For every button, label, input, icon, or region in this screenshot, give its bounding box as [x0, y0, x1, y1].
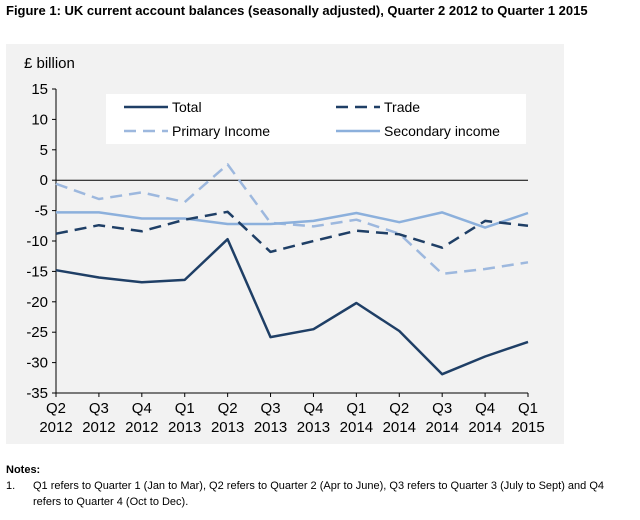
x-tick-year: 2015: [511, 419, 544, 436]
x-tick-quarter: Q1: [518, 400, 538, 417]
legend-label-primary-income: Primary Income: [172, 123, 270, 139]
x-tick-quarter: Q1: [175, 400, 195, 417]
legend-label-trade: Trade: [384, 99, 420, 115]
y-tick-label: -15: [26, 263, 48, 280]
x-tick-year: 2013: [254, 419, 287, 436]
y-tick-label: -35: [26, 385, 48, 402]
note-item: 1. Q1 refers to Quarter 1 (Jan to Mar), …: [6, 478, 634, 510]
y-tick-label: -30: [26, 355, 48, 372]
x-tick-year: 2012: [125, 419, 158, 436]
x-tick-quarter: Q2: [218, 400, 238, 417]
x-tick-year: 2012: [39, 419, 72, 436]
y-tick-label: 0: [40, 172, 48, 189]
x-tick-quarter: Q2: [46, 400, 66, 417]
figure-title: Figure 1: UK current account balances (s…: [6, 3, 588, 18]
x-tick-quarter: Q3: [432, 400, 452, 417]
legend: Total Trade Primary Income Secondary income: [106, 94, 526, 144]
x-tick-quarter: Q4: [303, 400, 323, 417]
y-axis-label: £ billion: [24, 55, 75, 72]
x-tick-quarter: Q1: [346, 400, 366, 417]
x-tick-quarter: Q4: [475, 400, 495, 417]
legend-label-total: Total: [172, 99, 202, 115]
y-tick-label: 5: [40, 142, 48, 159]
line-chart: £ billion 15 10 5 0 -5 -10 -15 -20 -25 -30 -35 Q2 2…: [24, 55, 545, 436]
x-axis-ticks: Q2 2012 Q3 2012 Q4 2012 Q1 2013 Q2 2013 Q3 2013 Q4 20…: [39, 393, 545, 436]
y-tick-label: 10: [31, 111, 48, 128]
series-line-primary-income: [55, 163, 529, 276]
x-tick-quarter: Q3: [261, 400, 281, 417]
y-tick-label: -5: [35, 203, 48, 220]
x-tick-year: 2013: [297, 419, 330, 436]
series-line-secondary-income: [56, 211, 529, 229]
note-text: Q1 refers to Quarter 1 (Jan to Mar), Q2 …: [33, 480, 605, 508]
chart-area: £ billion 15 10 5 0 -5 -10 -15 -20 -25 -30 -35 Q2 2…: [6, 44, 564, 444]
x-tick-quarter: Q4: [132, 400, 152, 417]
series-line-total: [55, 237, 529, 376]
note-number: 1.: [6, 480, 16, 492]
x-tick-year: 2014: [340, 419, 373, 436]
x-tick-year: 2013: [211, 419, 244, 436]
notes: Notes: 1. Q1 refers to Quarter 1 (Jan to…: [6, 462, 634, 510]
y-axis-ticks: 15 10 5 0 -5 -10 -15 -20 -25 -30 -35: [26, 81, 56, 402]
x-tick-quarter: Q2: [389, 400, 409, 417]
x-tick-year: 2014: [468, 419, 501, 436]
y-tick-label: -20: [26, 294, 48, 311]
notes-heading: Notes:: [6, 464, 41, 476]
x-tick-quarter: Q3: [89, 400, 109, 417]
series-line-trade: [55, 210, 529, 254]
x-tick-year: 2014: [383, 419, 416, 436]
series-lines: [55, 163, 529, 376]
x-tick-year: 2012: [82, 419, 115, 436]
y-tick-label: 15: [31, 81, 48, 98]
x-tick-year: 2014: [425, 419, 458, 436]
y-tick-label: -25: [26, 324, 48, 341]
legend-label-secondary-income: Secondary income: [384, 123, 500, 139]
x-tick-year: 2013: [168, 419, 201, 436]
legend-box: [106, 94, 526, 144]
y-tick-label: -10: [26, 233, 48, 250]
